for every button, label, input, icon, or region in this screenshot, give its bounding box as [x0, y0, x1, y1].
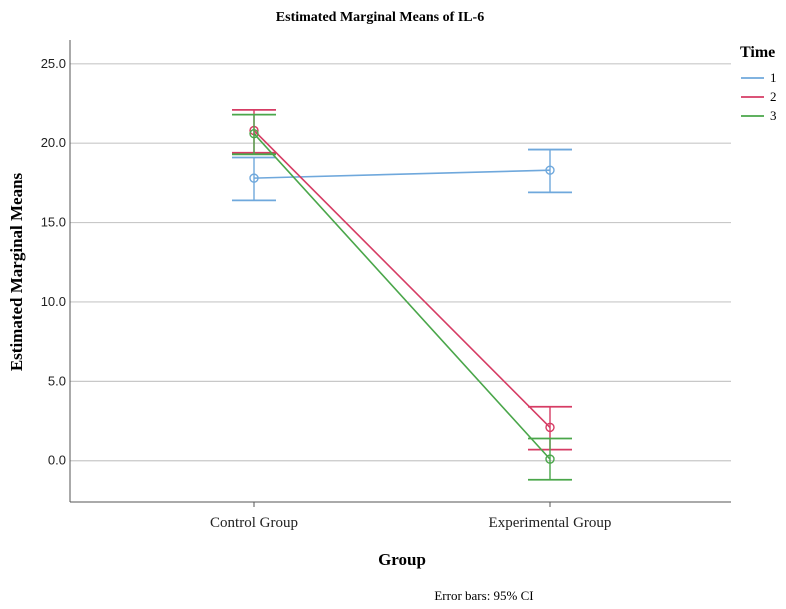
legend-title: Time — [740, 44, 775, 61]
axis-layer: 0.0 5.0 10.0 15.0 20.0 25.0 Control Group Exper… — [41, 40, 731, 531]
x-tick-label: Control Group — [210, 515, 298, 531]
y-tick-label: 25.0 — [41, 56, 66, 71]
data-point — [249, 173, 259, 183]
y-tick-label: 10.0 — [41, 294, 66, 309]
data-point — [545, 454, 555, 464]
y-tick-label: 15.0 — [41, 215, 66, 230]
data-point — [545, 165, 555, 175]
series-layer — [232, 108, 572, 481]
series-line — [253, 129, 551, 428]
data-point — [545, 422, 555, 433]
grid-layer — [70, 63, 731, 462]
legend-label: 1 — [770, 70, 777, 85]
x-axis-label: Group — [378, 550, 426, 569]
footnote: Error bars: 95% CI — [434, 588, 533, 603]
legend-label: 3 — [770, 108, 777, 123]
series-3 — [232, 113, 572, 481]
y-tick-label: 20.0 — [41, 135, 66, 150]
chart-title: Estimated Marginal Means of IL-6 — [276, 10, 484, 25]
y-axis-label: Estimated Marginal Means — [7, 172, 26, 371]
y-tick-label: 0.0 — [48, 453, 66, 468]
legend-label: 2 — [770, 89, 777, 104]
x-tick-label: Experimental Group — [489, 515, 612, 531]
data-point — [249, 128, 259, 139]
y-tick-label: 5.0 — [48, 373, 66, 388]
legend: Time 1 2 3 — [740, 44, 777, 123]
series-line — [253, 133, 551, 460]
series-1 — [232, 148, 572, 202]
series-line — [253, 169, 551, 179]
series-2 — [232, 108, 572, 451]
